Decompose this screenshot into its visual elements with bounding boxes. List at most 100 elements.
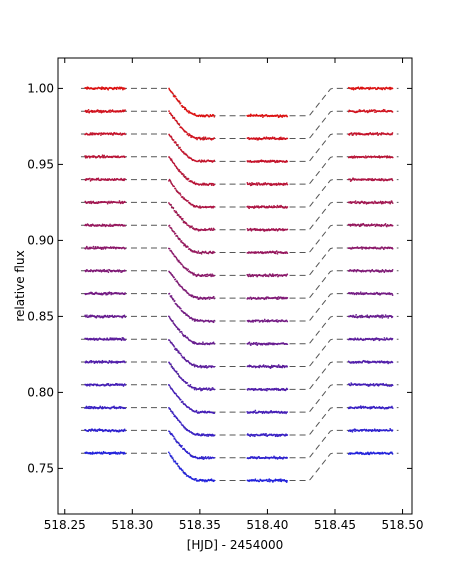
data-point: [104, 247, 107, 250]
data-point: [88, 111, 91, 114]
data-point: [285, 182, 288, 184]
data-point: [196, 228, 199, 231]
data-point: [181, 104, 183, 107]
data-point: [124, 269, 127, 272]
data-point: [277, 182, 280, 185]
x-tick-label: 518.50: [382, 518, 424, 532]
data-point: [268, 478, 271, 480]
data-point: [200, 161, 202, 163]
data-point: [178, 123, 181, 125]
data-point: [388, 86, 391, 89]
data-point: [391, 407, 394, 409]
data-point: [213, 205, 216, 208]
data-point: [168, 180, 170, 182]
data-point: [210, 388, 213, 391]
data-point: [381, 88, 384, 91]
data-point: [103, 154, 106, 157]
data-point: [172, 253, 175, 256]
data-point: [113, 316, 115, 318]
data-point: [213, 159, 216, 162]
data-point: [181, 172, 184, 175]
data-point: [211, 252, 214, 255]
data-point: [173, 299, 176, 302]
data-point: [354, 200, 357, 202]
y-tick-label: 0.95: [27, 157, 54, 171]
data-point: [246, 182, 249, 184]
data-point: [249, 296, 252, 299]
data-point: [386, 155, 389, 157]
data-point: [286, 160, 289, 163]
data-point: [360, 224, 363, 227]
data-point: [170, 295, 173, 297]
data-point: [366, 109, 368, 112]
data-point: [103, 268, 106, 271]
data-point: [210, 274, 213, 277]
data-point: [391, 453, 394, 455]
data-point: [189, 385, 191, 388]
data-point: [204, 480, 206, 483]
data-point: [276, 435, 279, 438]
data-point: [356, 451, 359, 454]
data-point: [184, 426, 186, 429]
data-point: [85, 109, 87, 112]
data-point: [185, 473, 187, 475]
data-point: [171, 114, 174, 117]
data-point: [276, 366, 279, 369]
data-point: [247, 275, 250, 278]
x-axis: 518.25 518.30 518.35 518.40 518.45 518.50: [44, 58, 424, 532]
data-point: [172, 435, 175, 438]
model-line: [80, 224, 399, 254]
data-point: [258, 480, 261, 483]
data-point: [205, 365, 208, 367]
data-point: [179, 102, 182, 104]
model-line: [80, 407, 399, 436]
data-point: [195, 274, 197, 276]
x-tick-label: 518.35: [179, 518, 221, 532]
data-point: [213, 412, 216, 415]
data-point: [380, 133, 382, 136]
data-point: [355, 134, 358, 136]
data-point: [97, 177, 100, 180]
data-point: [91, 247, 94, 249]
y-tick-label: 0.85: [27, 309, 54, 323]
data-point: [89, 132, 92, 134]
data-point: [178, 328, 181, 331]
data-point: [361, 248, 364, 250]
data-point: [196, 432, 199, 435]
data-point: [180, 446, 183, 448]
data-point: [286, 228, 289, 231]
data-point: [352, 270, 355, 273]
data-point: [361, 314, 363, 317]
data-point: [109, 109, 111, 112]
data-point: [178, 465, 180, 468]
data-point: [273, 136, 276, 139]
data-point: [391, 294, 394, 296]
data-point: [352, 134, 354, 136]
data-point: [195, 478, 197, 480]
data-point: [187, 246, 189, 248]
data-point: [178, 169, 181, 171]
data-point: [176, 462, 179, 465]
data-point: [391, 429, 394, 432]
data-point: [367, 86, 370, 89]
data-point: [107, 271, 110, 274]
data-point: [173, 185, 176, 188]
data-point: [121, 200, 124, 203]
data-point: [286, 137, 289, 140]
data-point: [90, 407, 92, 410]
data-point: [124, 178, 127, 181]
data-point: [106, 293, 109, 296]
data-point: [270, 182, 272, 185]
data-point: [108, 200, 110, 203]
data-point: [391, 451, 393, 454]
data-point: [170, 181, 172, 183]
data-point: [280, 136, 282, 139]
data-point: [278, 115, 281, 118]
data-point: [265, 137, 267, 140]
data-point: [275, 250, 278, 252]
data-point: [171, 411, 174, 414]
data-point: [266, 389, 268, 392]
data-point: [359, 405, 362, 408]
data-point: [209, 389, 212, 392]
data-point: [101, 362, 103, 364]
